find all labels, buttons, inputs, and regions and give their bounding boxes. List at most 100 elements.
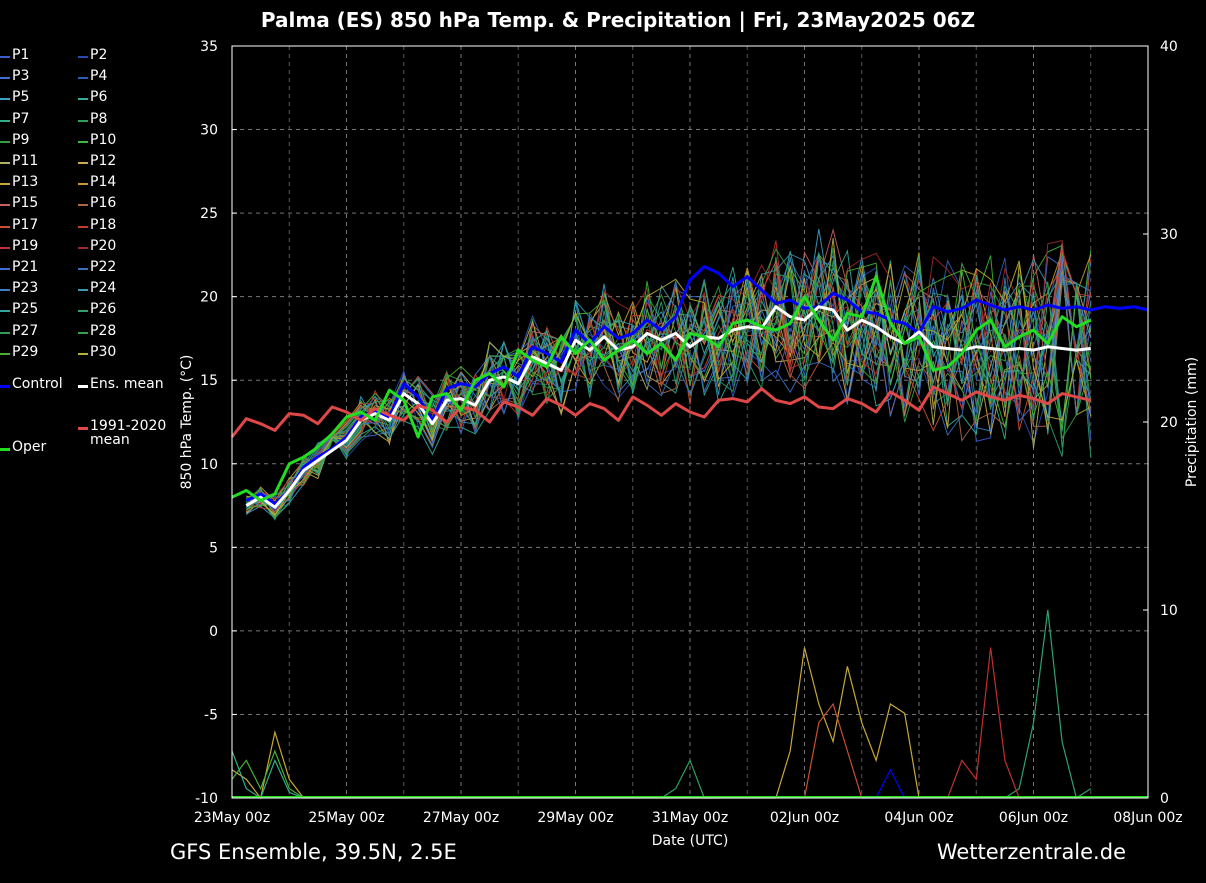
chart-axes: 35 30 25 20 15 10 5 0 -5 -10 40 30 20 10 0 23May 00z 25M… bbox=[179, 39, 1200, 849]
y-tick-label: 25 bbox=[200, 206, 218, 222]
legend-label: P24 bbox=[90, 280, 117, 297]
y-tick-label: 15 bbox=[200, 373, 218, 389]
source-credit: Wetterzentrale.de bbox=[936, 840, 1126, 864]
legend-swatch bbox=[78, 119, 88, 122]
legend-swatch bbox=[0, 98, 10, 101]
precip-line-p17 bbox=[803, 702, 891, 799]
ensemble-line-p10 bbox=[246, 244, 1092, 508]
legend-label: P11 bbox=[12, 153, 39, 169]
legend-label: P14 bbox=[90, 174, 117, 191]
legend-swatch bbox=[0, 384, 10, 388]
legend-label: P28 bbox=[90, 322, 117, 339]
x-tick-label: 04Jun 00z bbox=[884, 810, 953, 826]
legend-swatch bbox=[78, 268, 88, 270]
legend-label: P26 bbox=[90, 301, 117, 318]
y-tick-label: 5 bbox=[209, 540, 218, 556]
legend-swatch bbox=[78, 225, 88, 228]
legend-swatch bbox=[78, 98, 88, 101]
x-tick-label: 29May 00z bbox=[537, 810, 613, 826]
legend-label: P15 bbox=[12, 195, 39, 212]
ensemble-line-p5 bbox=[246, 228, 1092, 519]
legend-label: P5 bbox=[12, 89, 30, 106]
x-tick-label: 25May 00z bbox=[308, 810, 384, 826]
legend-swatch bbox=[0, 448, 10, 452]
legend-label: Oper bbox=[12, 439, 47, 456]
legend-label: P16 bbox=[90, 195, 117, 212]
legend-label: P17 bbox=[12, 216, 39, 233]
y-tick-label: -10 bbox=[195, 791, 218, 807]
model-info: GFS Ensemble, 39.5N, 2.5E bbox=[170, 840, 457, 864]
series-line-oper bbox=[231, 275, 1092, 502]
legend-label: P29 bbox=[12, 343, 39, 360]
legend-swatch bbox=[78, 331, 88, 334]
legend-label: P10 bbox=[90, 131, 117, 148]
legend-swatch bbox=[78, 384, 88, 388]
legend-label: P12 bbox=[90, 153, 117, 169]
legend-label: P19 bbox=[12, 237, 39, 254]
legend-swatch bbox=[0, 204, 10, 207]
legend-swatch bbox=[78, 140, 88, 143]
legend-swatch bbox=[0, 289, 10, 292]
y-tick-label: 35 bbox=[200, 39, 218, 55]
legend-label: P27 bbox=[12, 322, 39, 339]
ensemble-line-p23 bbox=[245, 254, 1092, 511]
legend-swatch bbox=[78, 246, 88, 249]
legend-swatch bbox=[78, 204, 88, 207]
legend-label: Ens. mean bbox=[90, 375, 164, 392]
legend-label: P20 bbox=[90, 237, 117, 254]
legend-swatch bbox=[78, 56, 88, 58]
precip-line-p13 bbox=[231, 647, 920, 800]
legend-swatch bbox=[0, 268, 10, 270]
legend-swatch bbox=[0, 140, 10, 143]
legend-swatch bbox=[0, 56, 10, 58]
legend-label: P4 bbox=[90, 68, 108, 85]
x-tick-label: 27May 00z bbox=[423, 810, 499, 826]
legend-label: Control bbox=[12, 375, 63, 392]
legend-swatch bbox=[78, 310, 88, 313]
legend-swatch bbox=[0, 352, 10, 355]
chart-series bbox=[230, 265, 1149, 509]
legend-label: P7 bbox=[12, 110, 30, 127]
x-tick-label: 23May 00z bbox=[194, 810, 270, 826]
legend-label: P9 bbox=[12, 131, 30, 148]
legend-label: P13 bbox=[12, 174, 39, 191]
legend-label: P18 bbox=[90, 216, 117, 233]
ensemble-line-p24 bbox=[246, 253, 1092, 508]
legend-swatch bbox=[78, 183, 88, 186]
legend-label: P1 bbox=[12, 47, 30, 63]
y2-axis-label: Precipitation (mm) bbox=[1184, 357, 1200, 487]
legend-label: P25 bbox=[12, 301, 39, 318]
y-tick-label: -5 bbox=[204, 707, 218, 723]
x-tick-label: 06Jun 00z bbox=[999, 810, 1068, 826]
chart-title: Palma (ES) 850 hPa Temp. & Precipitation… bbox=[260, 8, 976, 32]
legend-swatch bbox=[78, 162, 88, 164]
legend-label: 1991-2020 mean bbox=[90, 418, 167, 448]
chart-ensemble-members bbox=[245, 227, 1092, 521]
legend-swatch bbox=[0, 162, 10, 164]
y-tick-label: 0 bbox=[209, 624, 218, 640]
legend-swatch bbox=[0, 119, 10, 122]
y2-tick-label: 0 bbox=[1160, 791, 1169, 807]
legend-label: P6 bbox=[90, 89, 108, 106]
legend-swatch bbox=[0, 331, 10, 334]
legend-swatch bbox=[0, 77, 10, 80]
ensemble-line-p25 bbox=[246, 249, 1092, 507]
series-line-1991-2020-mean bbox=[230, 385, 1092, 438]
legend-label: P3 bbox=[12, 68, 30, 85]
x-tick-label: 08Jun 00z bbox=[1113, 810, 1182, 826]
x-tick-label: 31May 00z bbox=[652, 810, 728, 826]
legend: P1 P2 P3 P4 P5 P6 P7 P8 P9 P10 P11 P12 P13 P14 P15 P16 P… bbox=[0, 48, 200, 468]
y2-tick-label: 30 bbox=[1160, 227, 1178, 243]
precip-line-p29 bbox=[231, 749, 304, 799]
legend-label: P30 bbox=[90, 343, 117, 360]
x-tick-label: 02Jun 00z bbox=[770, 810, 839, 826]
legend-swatch bbox=[78, 77, 88, 80]
legend-label: P23 bbox=[12, 280, 39, 297]
legend-swatch bbox=[78, 289, 88, 292]
legend-swatch bbox=[0, 310, 10, 313]
y-tick-label: 10 bbox=[200, 457, 218, 473]
ensemble-line-p12 bbox=[246, 270, 1092, 504]
legend-swatch bbox=[78, 352, 88, 355]
legend-swatch bbox=[0, 225, 10, 228]
legend-label: P22 bbox=[90, 259, 117, 275]
